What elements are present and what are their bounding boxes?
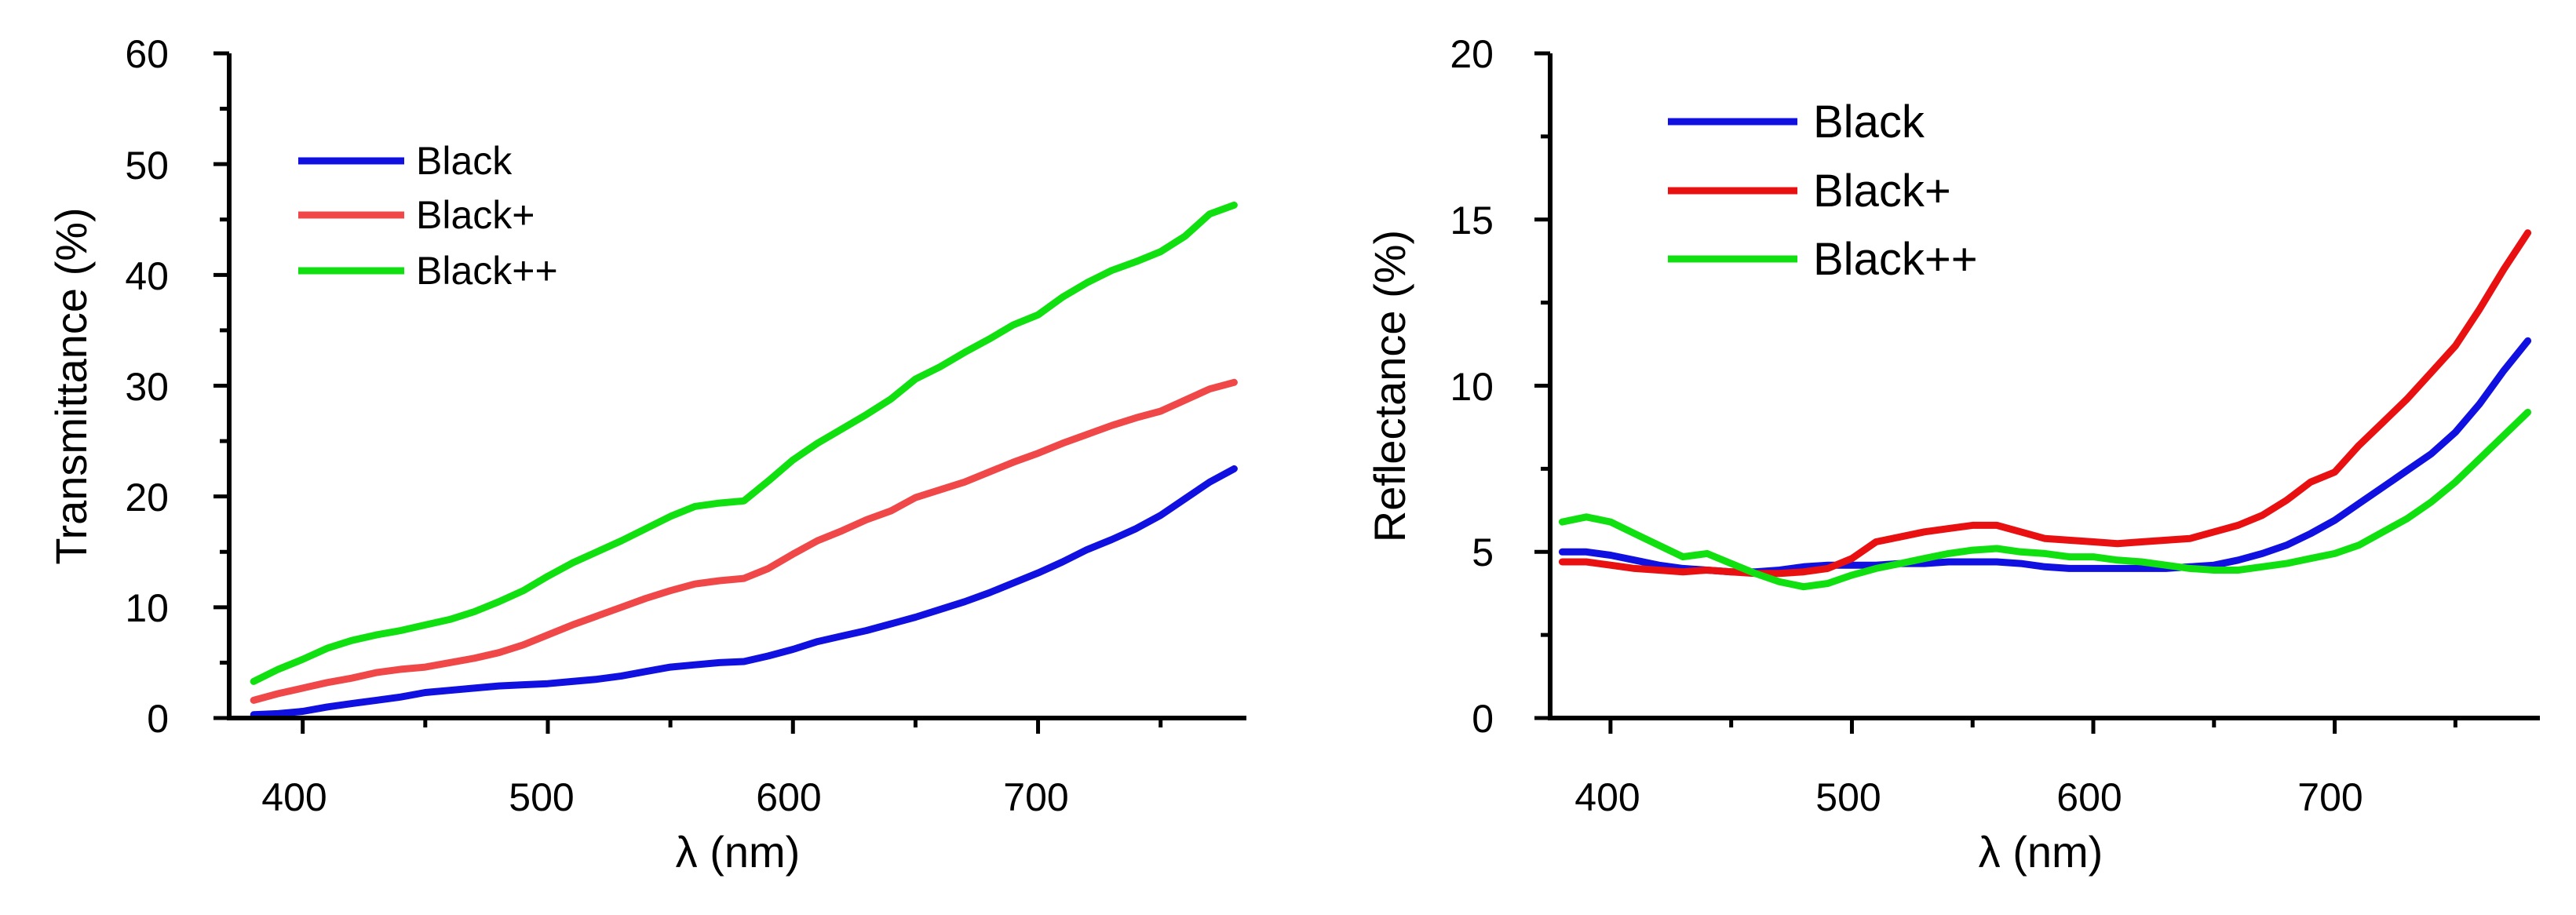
transmittance-chart: 0 10 20 30 40 50 60 400 500 600 700 λ (n… <box>46 32 1246 877</box>
y-tick-label: 60 <box>125 32 169 76</box>
series-line-black-plus-plus <box>250 201 1238 685</box>
legend-label-black-plus: Black+ <box>416 193 535 237</box>
transmittance-y-axis-label: Transmittance (%) <box>46 207 96 564</box>
series-line-black <box>250 465 1238 719</box>
x-tick-label: 700 <box>2297 775 2363 819</box>
transmittance-axes <box>227 53 1246 720</box>
y-tick-label: 40 <box>125 254 169 298</box>
legend-label-black-plus-plus: Black++ <box>1813 234 1978 285</box>
y-tick-label: 5 <box>1472 530 1494 574</box>
reflectance-x-axis-label: λ (nm) <box>1979 827 2103 877</box>
legend-label-black: Black <box>416 139 513 183</box>
legend-label-black-plus-plus: Black++ <box>416 249 558 293</box>
y-tick-label: 0 <box>147 697 169 741</box>
y-tick-label: 10 <box>1450 365 1494 409</box>
transmittance-x-axis-label: λ (nm) <box>676 827 801 877</box>
transmittance-ticks <box>213 51 1163 734</box>
reflectance-ticks <box>1534 51 2457 734</box>
x-tick-label: 600 <box>756 775 821 819</box>
x-tick-label: 600 <box>2056 775 2122 819</box>
y-tick-label: 20 <box>1450 32 1494 76</box>
series-line-black-plus <box>250 378 1238 704</box>
reflectance-chart: 0 5 10 15 20 400 500 600 700 λ (nm) Refl… <box>1365 32 2540 877</box>
reflectance-plot-lines <box>1558 229 2532 591</box>
y-tick-label: 0 <box>1472 697 1494 741</box>
series-line-black-plus-plus <box>1558 408 2532 591</box>
reflectance-x-tick-labels: 400 500 600 700 <box>1574 775 2363 819</box>
x-tick-label: 400 <box>1574 775 1640 819</box>
x-tick-label: 700 <box>1003 775 1068 819</box>
legend-label-black: Black <box>1813 97 1925 148</box>
legend-label-black-plus: Black+ <box>1813 166 1951 217</box>
transmittance-legend: Black Black+ Black++ <box>298 139 558 293</box>
x-tick-label: 500 <box>1815 775 1881 819</box>
x-tick-label: 500 <box>509 775 574 819</box>
transmittance-x-tick-labels: 400 500 600 700 <box>261 775 1068 819</box>
transmittance-y-tick-labels: 0 10 20 30 40 50 60 <box>125 32 169 741</box>
y-tick-label: 30 <box>125 365 169 409</box>
y-tick-label: 10 <box>125 586 169 630</box>
y-tick-label: 20 <box>125 476 169 519</box>
series-line-black-plus <box>1558 229 2532 578</box>
reflectance-legend: Black Black+ Black++ <box>1668 97 1978 285</box>
reflectance-y-axis-label: Reflectance (%) <box>1365 230 1414 542</box>
y-tick-label: 15 <box>1450 199 1494 242</box>
x-tick-label: 400 <box>261 775 327 819</box>
y-tick-label: 50 <box>125 144 169 188</box>
reflectance-y-tick-labels: 0 5 10 15 20 <box>1450 32 1494 741</box>
reflectance-axes <box>1548 53 2540 720</box>
transmittance-plot-lines <box>250 201 1238 719</box>
